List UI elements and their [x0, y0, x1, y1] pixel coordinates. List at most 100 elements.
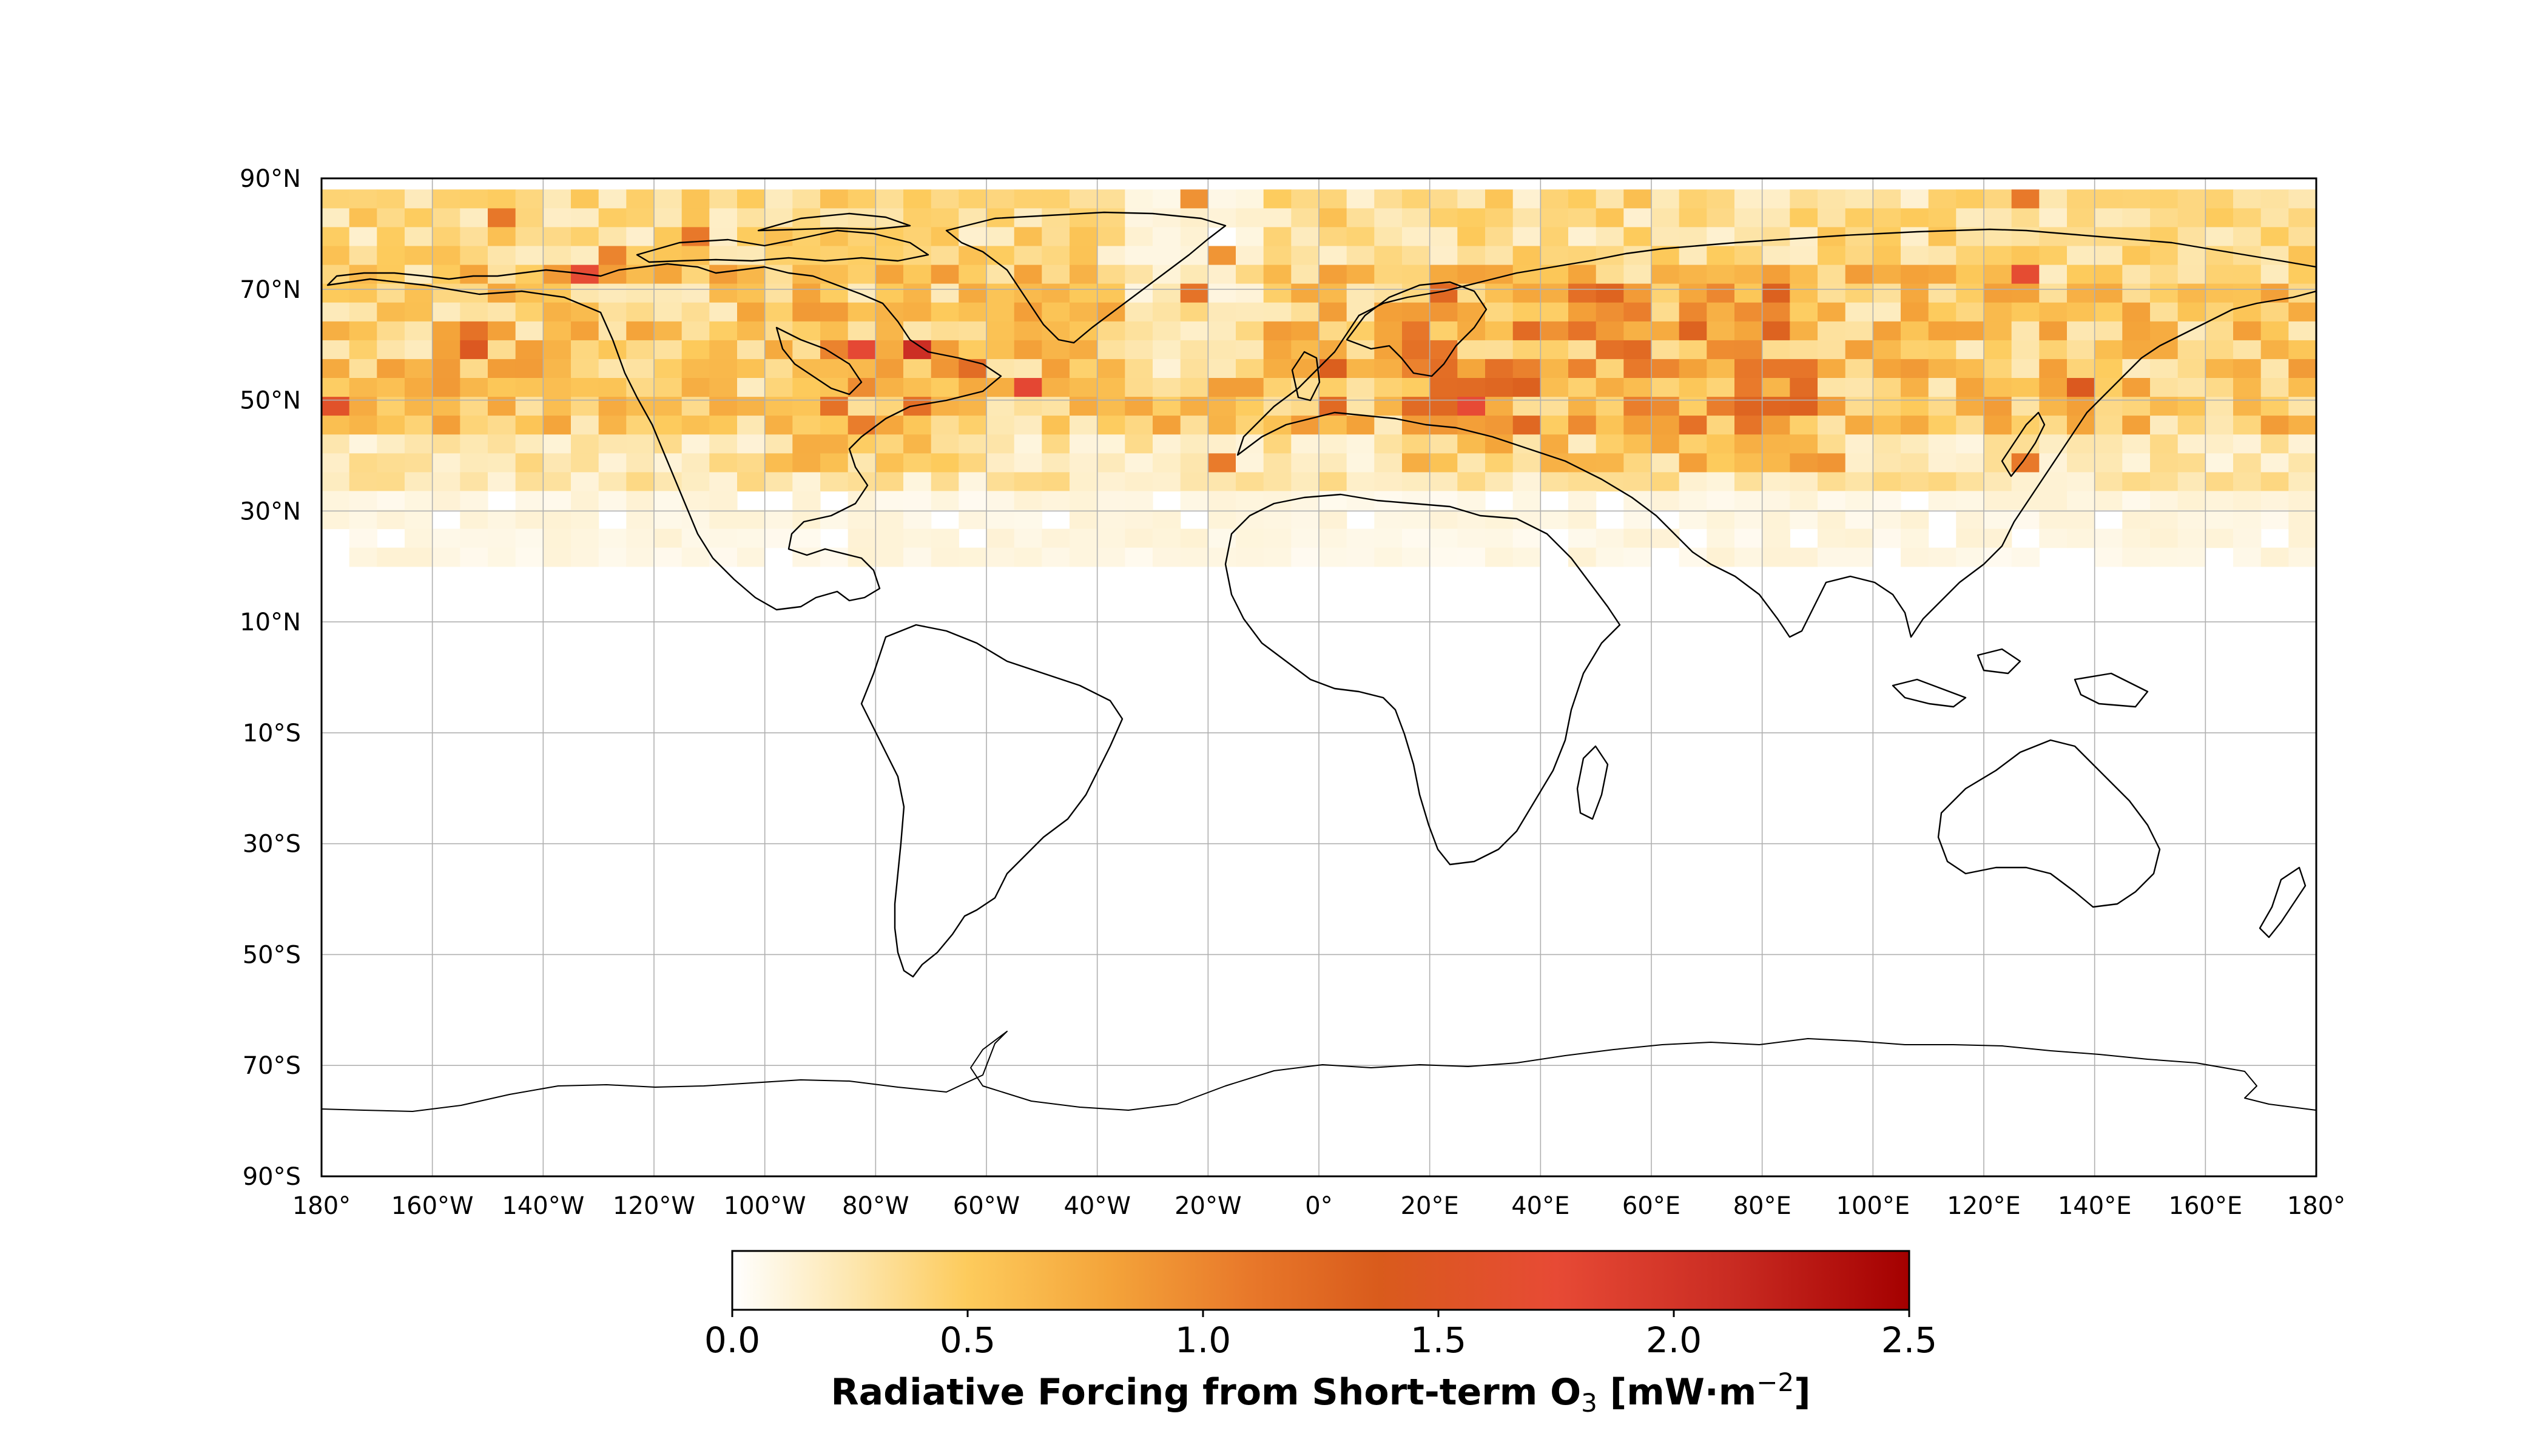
forcing-cell [1429, 189, 1458, 209]
forcing-cell [377, 547, 405, 567]
coastline-scandinavia [1346, 281, 1488, 377]
forcing-cell [1319, 246, 1347, 266]
forcing-cell [515, 378, 544, 397]
forcing-cell [432, 491, 460, 511]
forcing-cell [598, 359, 627, 379]
lon-tick-label: 60°E [1622, 1192, 1680, 1220]
forcing-cell [1956, 547, 1984, 567]
forcing-cell [1873, 302, 1901, 322]
forcing-cell [1208, 453, 1236, 473]
forcing-cell [626, 491, 655, 511]
forcing-cell [1734, 321, 1763, 341]
forcing-cell [1097, 227, 1125, 247]
forcing-cell [1014, 321, 1042, 341]
forcing-cell [986, 416, 1015, 435]
forcing-cell [1734, 510, 1763, 530]
colorbar-ticks: 0.0 0.5 1.0 1.5 2.0 2.5 [704, 1310, 1937, 1361]
forcing-cell [460, 321, 488, 341]
forcing-cell [2260, 227, 2289, 247]
forcing-cell [488, 528, 516, 548]
forcing-cell [2039, 340, 2068, 360]
forcing-cell [1818, 378, 1846, 397]
forcing-cell [1319, 208, 1347, 228]
forcing-cell [1263, 416, 1292, 435]
forcing-cell [322, 227, 350, 247]
forcing-cell [322, 434, 350, 454]
forcing-cell [2260, 491, 2289, 511]
forcing-cell [820, 189, 849, 209]
forcing-cell [2011, 283, 2040, 303]
forcing-cell [432, 472, 460, 492]
forcing-cell [2039, 283, 2068, 303]
forcing-cell [875, 434, 904, 454]
forcing-cell [1984, 510, 2012, 530]
forcing-cell [1291, 302, 1320, 322]
forcing-cell [1153, 321, 1181, 341]
forcing-cell [1153, 453, 1181, 473]
forcing-cell [1984, 491, 2012, 511]
forcing-cell [460, 528, 488, 548]
forcing-cell [2205, 189, 2234, 209]
forcing-cell [931, 321, 959, 341]
forcing-cell [2177, 208, 2206, 228]
forcing-cell [1818, 528, 1846, 548]
forcing-cell [1679, 208, 1707, 228]
forcing-cell [1236, 434, 1264, 454]
forcing-cell [1153, 434, 1181, 454]
forcing-cell [2288, 283, 2316, 303]
forcing-cell [515, 510, 544, 530]
forcing-cell [349, 359, 377, 379]
forcing-cell [2233, 547, 2262, 567]
forcing-cell [848, 510, 876, 530]
forcing-cell [515, 416, 544, 435]
forcing-cell [1125, 359, 1153, 379]
forcing-cell [654, 359, 682, 379]
forcing-cell [1845, 265, 1873, 285]
forcing-cell [1402, 472, 1431, 492]
forcing-cell [1984, 189, 2012, 209]
forcing-cell [1651, 283, 1680, 303]
forcing-cell [626, 453, 655, 473]
forcing-cell [1429, 321, 1458, 341]
forcing-cell [1429, 547, 1458, 567]
forcing-cell [1097, 208, 1125, 228]
forcing-cell [1208, 246, 1236, 266]
forcing-cell [1651, 302, 1680, 322]
forcing-cell [1402, 491, 1431, 511]
forcing-cell [986, 283, 1015, 303]
forcing-cell [1153, 227, 1181, 247]
forcing-cell [737, 434, 766, 454]
forcing-cell [2288, 434, 2316, 454]
forcing-cell [1042, 378, 1070, 397]
forcing-cell [931, 434, 959, 454]
forcing-cell [1263, 359, 1292, 379]
forcing-cell [1734, 302, 1763, 322]
forcing-cell [1014, 378, 1042, 397]
forcing-cell [1928, 265, 1956, 285]
forcing-cell [931, 359, 959, 379]
forcing-cell [543, 302, 571, 322]
forcing-cell [2094, 453, 2123, 473]
forcing-cell [1651, 340, 1680, 360]
forcing-cell [460, 208, 488, 228]
forcing-cell [1429, 472, 1458, 492]
forcing-cell [1374, 189, 1403, 209]
forcing-cell [2039, 472, 2068, 492]
forcing-cell [322, 378, 350, 397]
forcing-cell [1928, 208, 1956, 228]
forcing-cell [1014, 302, 1042, 322]
forcing-cell [1097, 265, 1125, 285]
forcing-cell [2011, 547, 2040, 567]
forcing-cell [1180, 340, 1208, 360]
forcing-cell [1346, 491, 1375, 511]
forcing-cell [1984, 528, 2012, 548]
forcing-cell [1845, 227, 1873, 247]
forcing-cell [1568, 378, 1597, 397]
forcing-cell [792, 359, 821, 379]
forcing-cell [571, 321, 599, 341]
forcing-cell [405, 491, 433, 511]
forcing-cell [2011, 378, 2040, 397]
forcing-cell [931, 416, 959, 435]
forcing-cell [959, 283, 987, 303]
forcing-cell [2039, 491, 2068, 511]
